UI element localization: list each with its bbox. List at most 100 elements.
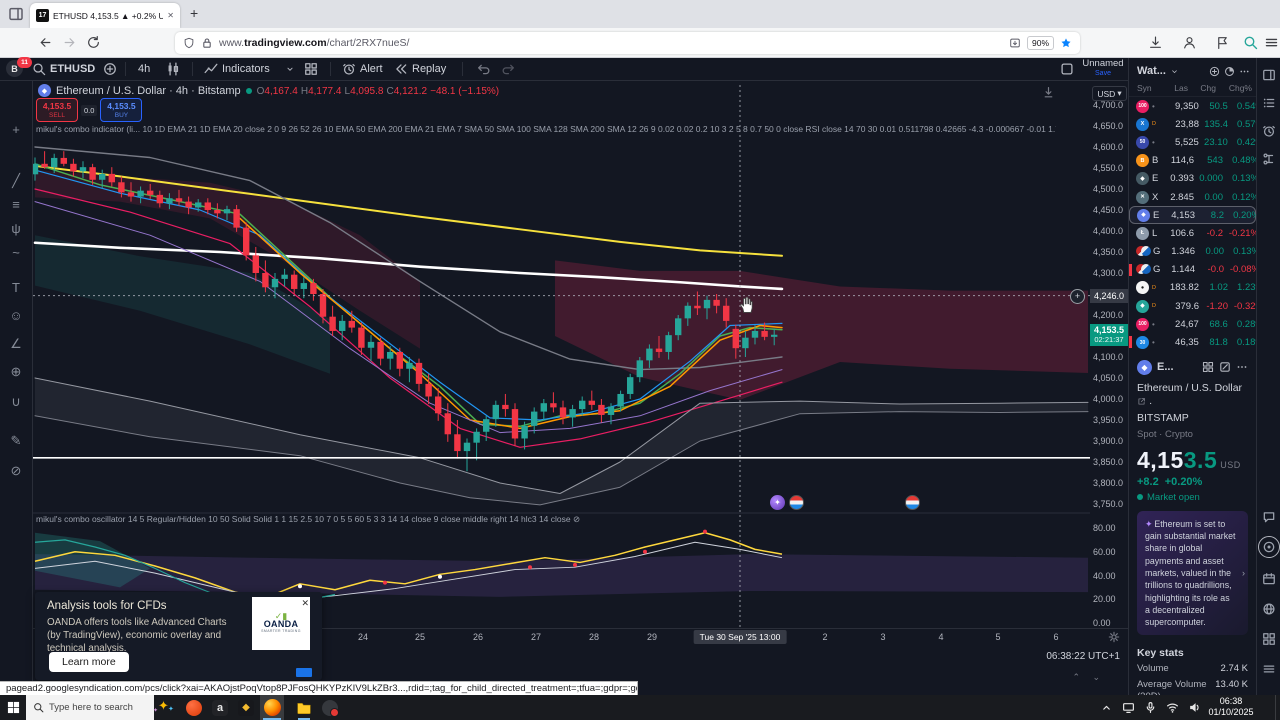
- url-bar[interactable]: www.tradingview.com/chart/2RX7nueS/ 90%: [175, 32, 1080, 54]
- watchlist-row[interactable]: 100• 24,67 68.6 0.28%: [1129, 315, 1256, 333]
- compare-icon[interactable]: [103, 62, 117, 76]
- pane-down-icon[interactable]: ⌄: [1092, 672, 1100, 682]
- taskbar-brave[interactable]: [182, 695, 206, 720]
- start-button[interactable]: [0, 695, 26, 720]
- performance-icon[interactable]: [1224, 66, 1235, 77]
- chat-icon[interactable]: [1262, 510, 1276, 524]
- watchlist-icon[interactable]: [1262, 96, 1276, 110]
- symbol-search-icon[interactable]: [32, 62, 46, 76]
- watchlist-row[interactable]: ◆E 4,153 8.2 0.20%: [1129, 206, 1256, 225]
- chart-legend[interactable]: ◆ Ethereum / U.S. Dollar · 4h · Bitstamp…: [38, 84, 499, 97]
- layout-name[interactable]: Unnamed Save: [1080, 59, 1126, 79]
- alerts-icon[interactable]: [1262, 124, 1276, 138]
- ad-close-icon[interactable]: ✕: [301, 598, 309, 608]
- chart-style-icon[interactable]: [166, 62, 180, 76]
- brush-tool-icon[interactable]: ~: [12, 245, 20, 260]
- oanda-ad[interactable]: Analysis tools for CFDs OANDA offers too…: [35, 592, 322, 680]
- show-desktop-button[interactable]: [1275, 695, 1280, 720]
- indicators-caret-icon[interactable]: [285, 62, 295, 76]
- more-menu-icon[interactable]: [1262, 662, 1276, 676]
- watchlist-caret-icon[interactable]: [1170, 67, 1179, 76]
- add-alert-plus-icon[interactable]: +: [1070, 289, 1085, 304]
- replay-icon[interactable]: [394, 62, 408, 76]
- taskbar-app-a[interactable]: a: [208, 695, 232, 720]
- measure-tool-icon[interactable]: ∠: [10, 336, 22, 351]
- chevron-right-icon[interactable]: ›: [1242, 567, 1245, 578]
- details-menu-icon[interactable]: [1236, 361, 1248, 373]
- new-tab-button[interactable]: +: [190, 5, 199, 21]
- taskbar-recorder[interactable]: [318, 695, 342, 720]
- ad-learn-more-button[interactable]: Learn more: [49, 652, 129, 672]
- fib-retracement-tool-icon[interactable]: ≡: [12, 197, 20, 212]
- indicators-button[interactable]: Indicators: [222, 63, 270, 75]
- watchlist-row[interactable]: 50• 5,525 23.10 0.42%: [1129, 133, 1256, 151]
- add-symbol-icon[interactable]: [1209, 66, 1220, 77]
- indicators-icon[interactable]: [204, 62, 218, 76]
- watchlist-row[interactable]: ✕X 2.845 0.00 0.12%: [1129, 188, 1256, 206]
- watchlist-menu-icon[interactable]: [1239, 66, 1250, 77]
- templates-icon[interactable]: [304, 62, 318, 76]
- alert-button[interactable]: Alert: [360, 63, 383, 75]
- pane-up-icon[interactable]: ⌃: [1072, 672, 1080, 682]
- downloads-icon[interactable]: [1148, 35, 1163, 50]
- tray-volume-icon[interactable]: [1188, 701, 1201, 714]
- watchlist-row[interactable]: XD 23,88 135.4 0.57%: [1129, 115, 1256, 133]
- external-link-icon[interactable]: [1137, 396, 1146, 405]
- taskbar-explorer[interactable]: [292, 695, 316, 720]
- chart-event-swirl-icon[interactable]: ✦: [770, 495, 785, 510]
- cursor-tool-icon[interactable]: +: [12, 122, 20, 137]
- emoji-tool-icon[interactable]: ☺: [9, 308, 23, 323]
- watchlist-row[interactable]: ●D 183.82 1.02 1.23%: [1129, 279, 1256, 297]
- tray-expand-icon[interactable]: [1100, 701, 1113, 714]
- browser-tab[interactable]: 17 ETHUSD 4,153.5 ▲ +0.2% Unna ✕: [30, 3, 180, 28]
- extension-flag-icon[interactable]: [1215, 35, 1230, 50]
- chart-event-flag-icon[interactable]: [789, 495, 804, 510]
- save-page-icon[interactable]: [1009, 37, 1021, 49]
- undo-icon[interactable]: [476, 62, 490, 76]
- details-tab[interactable]: E...: [1157, 361, 1174, 374]
- layout-select-icon[interactable]: [1060, 62, 1074, 76]
- oscillator-legend[interactable]: mikul's combo oscillator 14 5 Regular/Hi…: [36, 514, 581, 524]
- watchlist-title[interactable]: Wat...: [1137, 65, 1166, 77]
- scroll-to-recent-icon[interactable]: [1042, 86, 1055, 99]
- redo-icon[interactable]: [502, 62, 516, 76]
- layout-panels-icon[interactable]: [1262, 68, 1276, 82]
- apps-icon[interactable]: [1262, 632, 1276, 646]
- time-axis-settings-icon[interactable]: [1108, 631, 1120, 643]
- replay-button[interactable]: Replay: [412, 63, 447, 75]
- tracking-protection-icon[interactable]: [183, 37, 195, 49]
- lock-icon[interactable]: [201, 37, 213, 49]
- tray-display-icon[interactable]: [1122, 701, 1135, 714]
- reload-button[interactable]: [86, 35, 101, 50]
- details-compose-icon[interactable]: [1219, 361, 1231, 373]
- tray-mic-icon[interactable]: [1144, 701, 1157, 714]
- bookmark-star-icon[interactable]: [1060, 37, 1072, 49]
- watchlist-row[interactable]: G 1.346 0.00 0.13%: [1129, 243, 1256, 261]
- tray-network-icon[interactable]: [1166, 701, 1179, 714]
- back-button[interactable]: [38, 35, 53, 50]
- zoom-indicator[interactable]: 90%: [1026, 36, 1054, 50]
- chart-canvas[interactable]: [33, 81, 1090, 628]
- calendar-icon[interactable]: [1262, 572, 1276, 586]
- alert-icon[interactable]: [342, 62, 356, 76]
- details-grid-icon[interactable]: [1202, 361, 1214, 373]
- remove-tool-icon[interactable]: ⊘: [10, 463, 22, 478]
- screener-target-icon[interactable]: [1258, 536, 1280, 558]
- firefox-view-icon[interactable]: [8, 6, 24, 22]
- tab-close-icon[interactable]: ✕: [167, 11, 174, 20]
- buy-button[interactable]: 4,153.5 BUY: [100, 98, 143, 122]
- sell-button[interactable]: 4,153.5 SELL: [36, 98, 78, 122]
- zoom-in-tool-icon[interactable]: ⊕: [10, 364, 22, 379]
- watchlist-row[interactable]: ◆E 0.393 0.000 0.13%: [1129, 170, 1256, 188]
- browser-menu-icon[interactable]: [1264, 35, 1279, 50]
- price-axis[interactable]: USD ▾ 4,700.0 4,650.0 4,600.0 4,550.0 4,500.0…: [1090, 81, 1128, 686]
- taskbar-firefox[interactable]: [260, 695, 284, 720]
- forward-button[interactable]: [62, 35, 77, 50]
- draw-tool-icon[interactable]: ✎: [10, 433, 22, 448]
- account-icon[interactable]: [1182, 35, 1197, 50]
- session-clock[interactable]: 06:38:22 UTC+1: [1046, 651, 1120, 662]
- watchlist-row[interactable]: G 1.144 -0.0 -0.08%: [1129, 261, 1256, 279]
- watchlist-row[interactable]: Ł L 106.6 -0.2 -0.21%: [1129, 224, 1256, 242]
- currency-selector[interactable]: USD ▾: [1092, 86, 1127, 101]
- watchlist-row[interactable]: 30• 46,35 81.8 0.18%: [1129, 333, 1256, 351]
